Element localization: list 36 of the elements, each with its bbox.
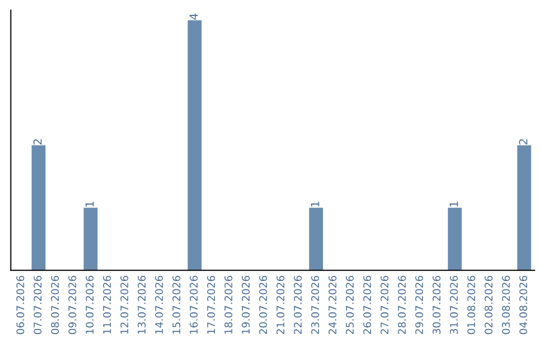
x-tick-label: 25.07.2026	[346, 276, 354, 334]
x-tick-label: 27.07.2026	[380, 276, 388, 334]
data-label: 1	[86, 202, 94, 207]
x-tick-label: 18.07.2026	[224, 276, 232, 334]
x-tick-label: 23.07.2026	[311, 276, 320, 334]
x-tick-label: 17.07.2026	[207, 276, 216, 334]
x-tick-label: 30.07.2026	[432, 276, 440, 334]
x-tick-label: 09.07.2026	[68, 276, 76, 334]
x-tick-label: 03.08.2026	[502, 276, 510, 334]
data-label: 1	[311, 202, 320, 207]
x-tick-label: 21.07.2026	[276, 276, 284, 334]
x-tick-label: 04.08.2026	[519, 276, 528, 334]
x-tick-label: 26.07.2026	[363, 276, 372, 334]
x-tick-label: 06.07.2026	[16, 276, 24, 334]
x-tick-label: 11.07.2026	[103, 276, 111, 334]
data-label: 2	[33, 139, 42, 144]
data-label: 2	[519, 139, 528, 144]
x-tick-label: 28.07.2026	[398, 276, 406, 334]
x-tick-label: 14.07.2026	[155, 276, 163, 334]
x-tick-label: 13.07.2026	[138, 276, 146, 334]
data-label: 4	[190, 14, 198, 20]
x-tick-label: 22.07.2026	[294, 276, 302, 334]
x-tick-label: 24.07.2026	[328, 276, 336, 334]
x-tick-label: 07.07.2026	[34, 276, 42, 334]
data-label: 1	[450, 202, 458, 207]
x-tick-label: 19.07.2026	[242, 276, 250, 334]
x-tick-label: 15.07.2026	[172, 276, 180, 334]
x-tick-label: 01.08.2026	[467, 276, 476, 334]
x-tick-label: 08.07.2026	[51, 276, 59, 334]
x-tick-label: 12.07.2026	[120, 276, 128, 334]
x-tick-label: 10.07.2026	[86, 276, 94, 334]
x-tick-label: 29.07.2026	[415, 276, 424, 334]
x-tick-label: 16.07.2026	[190, 276, 198, 334]
x-tick-label: 02.08.2026	[484, 276, 493, 334]
x-tick-label: 20.07.2026	[259, 276, 268, 334]
x-tick-label: 31.07.2026	[450, 276, 458, 334]
